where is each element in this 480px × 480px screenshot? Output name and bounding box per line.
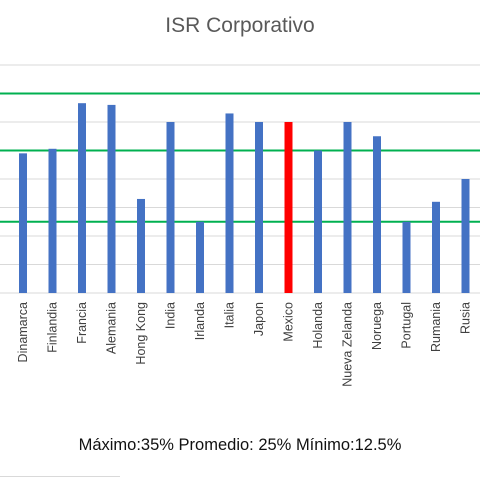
bar-rumania [432, 201, 440, 293]
bar-italia [225, 113, 234, 293]
x-tick-label: Rusia [459, 302, 473, 334]
x-tick-label: Rumania [429, 302, 443, 352]
summary-note: Máximo:35% Promedio: 25% Mínimo:12.5% [78, 436, 402, 454]
bars [19, 103, 470, 294]
bar-holanda [314, 150, 322, 293]
category-labels: Dinamarca Finlandia Francia Alemania Hong Ko… [16, 302, 473, 387]
bar-alemania [107, 104, 116, 294]
x-tick-label: Francia [75, 302, 89, 344]
chart-title: ISR Corporativo [165, 14, 315, 37]
bar-portugal [402, 221, 411, 293]
divider [0, 476, 120, 477]
x-tick-label: India [164, 302, 178, 329]
gridlines [0, 64, 480, 294]
bar-irlanda [196, 221, 204, 293]
x-tick-label: Noruega [370, 302, 384, 350]
x-tick-label: Holanda [311, 302, 325, 349]
bar-finlandia [48, 148, 57, 293]
x-tick-label: Italia [223, 302, 237, 328]
bar-mexico [284, 122, 293, 293]
bar-noruega [373, 136, 381, 293]
bar-dinamarca [19, 153, 27, 293]
bar-japon [255, 122, 263, 293]
x-tick-label: Dinamarca [16, 302, 30, 362]
x-tick-label: Irlanda [193, 302, 207, 340]
reference-lines [0, 92, 480, 223]
bar-nueva-zelanda [343, 122, 352, 293]
x-tick-label: Mexico [282, 302, 296, 342]
bar-hong-kong [137, 198, 145, 293]
x-tick-label: Portugal [400, 302, 414, 349]
bar-india [166, 122, 175, 293]
x-tick-label: Hong Kong [134, 302, 148, 365]
x-tick-label: Nueva Zelanda [341, 302, 355, 387]
x-tick-label: Alemania [105, 302, 119, 354]
bar-francia [78, 103, 86, 293]
x-tick-label: Finlandia [46, 302, 60, 353]
x-tick-label: Japon [252, 302, 266, 336]
bar-rusia [461, 179, 470, 293]
